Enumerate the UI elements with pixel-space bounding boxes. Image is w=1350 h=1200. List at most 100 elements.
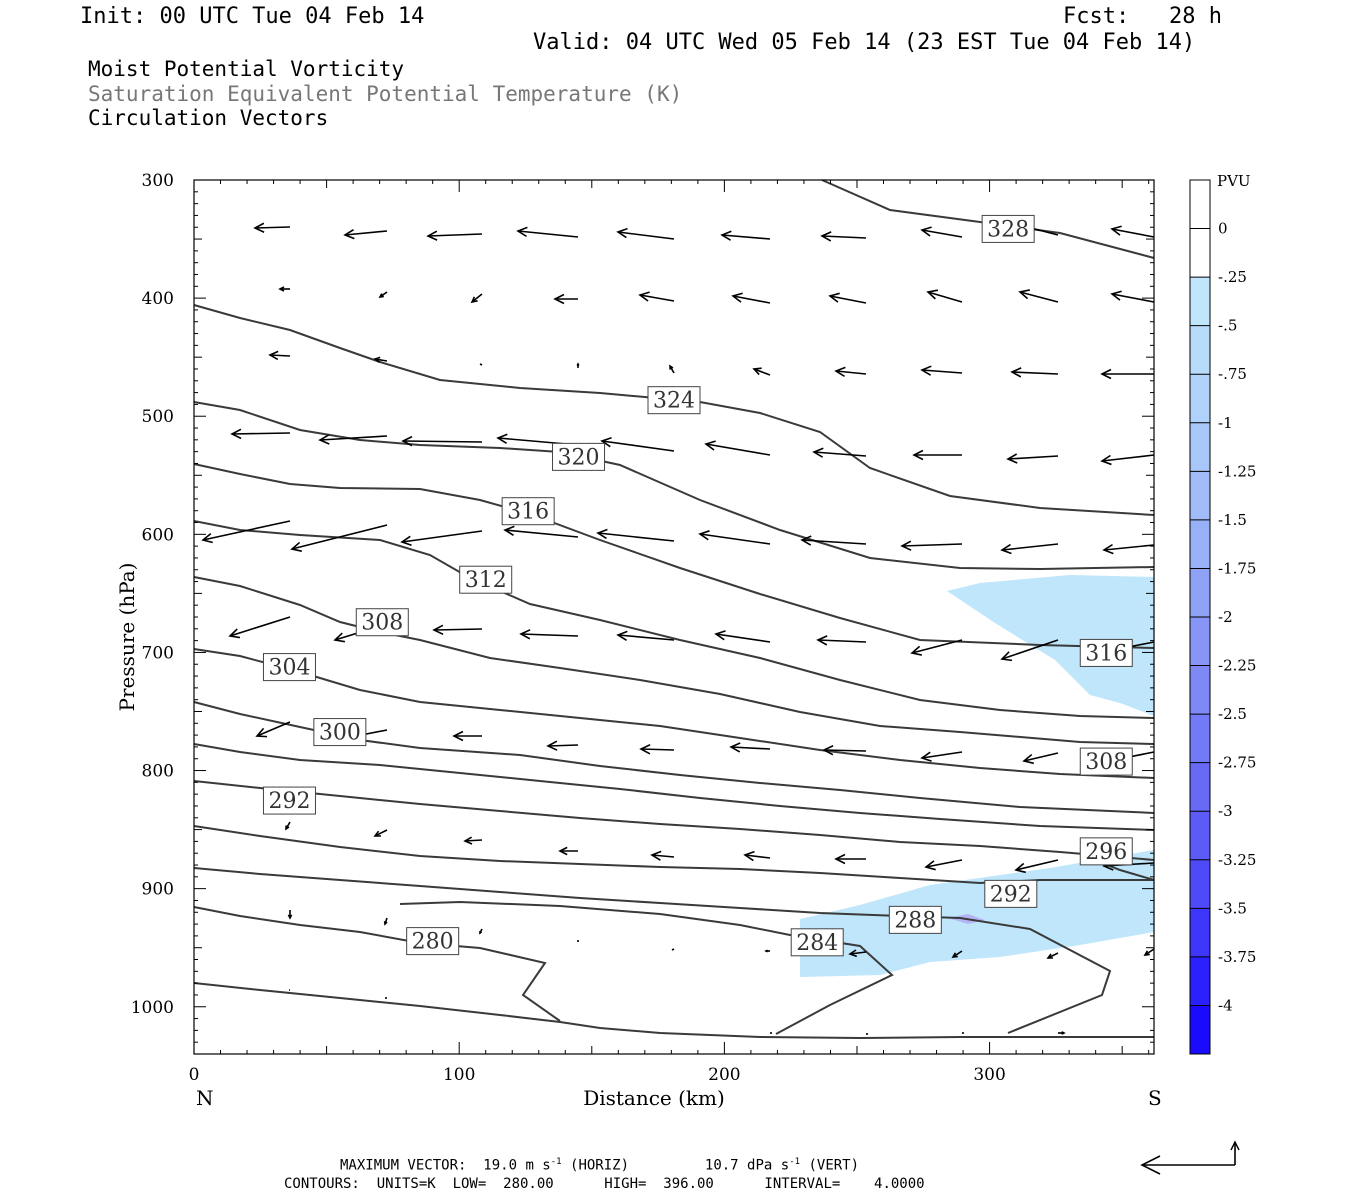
- contour-label-layer: 328 324 320 316 312 308 304 300 292 280 284 288 292 2…: [262, 214, 1133, 957]
- circulation-vector: [230, 428, 291, 440]
- theta-e-contour: [821, 179, 1155, 259]
- vector-shaft: [231, 432, 291, 435]
- colorbar-label: -.5: [1218, 317, 1237, 335]
- circulation-vector: [704, 440, 771, 456]
- x-tick-label: 0: [189, 1065, 200, 1085]
- y-tick-label: 900: [142, 880, 174, 900]
- theta-e-contour-layer: [193, 179, 1155, 1040]
- vector-shaft: [1111, 293, 1155, 303]
- vector-head: [1022, 753, 1034, 765]
- y-tick-label: 700: [142, 643, 174, 663]
- circulation-vector: [343, 228, 388, 240]
- contour-label: 316: [1079, 638, 1133, 667]
- valid-time: Valid: 04 UTC Wed 05 Feb 14 (23 EST Tue …: [533, 30, 1196, 55]
- circulation-vector: [1018, 289, 1059, 303]
- vector-head: [752, 367, 762, 376]
- colorbar-swatch: [1190, 617, 1210, 667]
- circulation-vector: [828, 292, 867, 304]
- vector-head: [669, 364, 674, 370]
- colorbar-swatch: [1190, 374, 1210, 424]
- circulation-vector: [924, 859, 963, 871]
- colorbar-swatch: [1190, 956, 1210, 1006]
- colorbar-label: -1.75: [1218, 559, 1256, 577]
- circulation-vector: [1000, 639, 1059, 662]
- circulation-vector: [1110, 290, 1155, 303]
- circulation-vector: [1110, 225, 1155, 238]
- vector-head: [820, 231, 832, 242]
- circulation-vector: [201, 520, 291, 544]
- vector-shaft: [639, 294, 675, 302]
- vector-shaft: [202, 520, 291, 541]
- y-tick-label: 600: [142, 525, 174, 545]
- init-time: Init: 00 UTC Tue 04 Feb 14: [80, 4, 425, 29]
- vector-head: [378, 293, 384, 299]
- vector-shaft: [1047, 952, 1059, 959]
- colorbar-label: -3: [1218, 802, 1233, 820]
- circulation-vector: [834, 853, 866, 865]
- circulation-vector: [1000, 543, 1059, 555]
- circulation-vector: [290, 524, 388, 552]
- vector-shaft: [254, 226, 291, 229]
- vector-shaft: [269, 354, 291, 357]
- vector-shaft: [464, 839, 483, 842]
- vector-shaft: [921, 229, 963, 238]
- colorbar-swatch: [1190, 519, 1210, 569]
- vector-head: [828, 292, 840, 303]
- circulation-vector: [401, 435, 483, 447]
- circulation-vector: [752, 367, 771, 376]
- vector-head: [1046, 953, 1053, 959]
- circulation-vector: [671, 948, 675, 951]
- vector-head: [470, 296, 478, 304]
- contour-label-text: 316: [507, 500, 549, 525]
- circulation-vector: [920, 365, 963, 376]
- x-tick-label: 100: [443, 1065, 475, 1085]
- vector-head: [290, 541, 302, 552]
- vector-shaft: [504, 529, 579, 538]
- contour-label-text: 320: [558, 445, 600, 470]
- contour-label: 308: [355, 608, 409, 637]
- vector-head: [912, 449, 924, 461]
- circulation-vector: [1100, 454, 1155, 466]
- colorbar-swatch: [1190, 859, 1210, 909]
- colorbar-label: -3.75: [1218, 948, 1256, 966]
- circulation-vector: [600, 437, 675, 452]
- vector-head: [519, 629, 531, 640]
- field-shaded-label: Moist Potential Vorticity: [88, 57, 405, 81]
- colorbar-title: PVU: [1217, 172, 1251, 190]
- theta-e-contour: [193, 982, 1154, 1040]
- circulation-vector: [926, 289, 963, 303]
- contour-label-box: [355, 608, 409, 637]
- x-tick-label: 300: [973, 1065, 1005, 1085]
- vector-head: [834, 366, 846, 378]
- vector-head: [1102, 543, 1114, 555]
- contour-label: 292: [984, 879, 1038, 908]
- vector-head: [743, 850, 755, 862]
- vector-shaft: [291, 524, 388, 550]
- circulation-vector: [400, 530, 483, 546]
- vector-head: [1110, 290, 1122, 301]
- vector-head: [920, 226, 932, 237]
- contour-label: 296: [1079, 837, 1133, 866]
- colorbar-label: -2.75: [1218, 754, 1256, 772]
- circulation-vector: [638, 291, 675, 302]
- vector-shaft: [597, 532, 675, 542]
- theta-e-contour: [193, 906, 561, 1022]
- colorbar-label: -2.5: [1218, 705, 1247, 723]
- colorbar-swatch: [1190, 277, 1210, 327]
- vector-shaft: [823, 749, 867, 752]
- circulation-vector: [426, 230, 483, 241]
- colorbar-label: -1.25: [1218, 462, 1256, 480]
- circulation-vector: [318, 434, 388, 445]
- contour-label-box: [888, 905, 942, 934]
- contour-label-text: 280: [412, 930, 454, 955]
- vector-head: [834, 853, 846, 865]
- vector-shaft: [1144, 948, 1155, 956]
- circulation-vector: [576, 362, 580, 368]
- max-vert-value: 10.7 dPa s: [704, 1157, 790, 1174]
- vector-head: [287, 914, 293, 920]
- colorbar-swatch: [1190, 568, 1210, 618]
- theta-e-contour: [193, 648, 1155, 779]
- field-vectors-label: Circulation Vectors: [88, 106, 329, 130]
- contour-label-box: [984, 879, 1038, 908]
- contour-label-box: [501, 497, 555, 526]
